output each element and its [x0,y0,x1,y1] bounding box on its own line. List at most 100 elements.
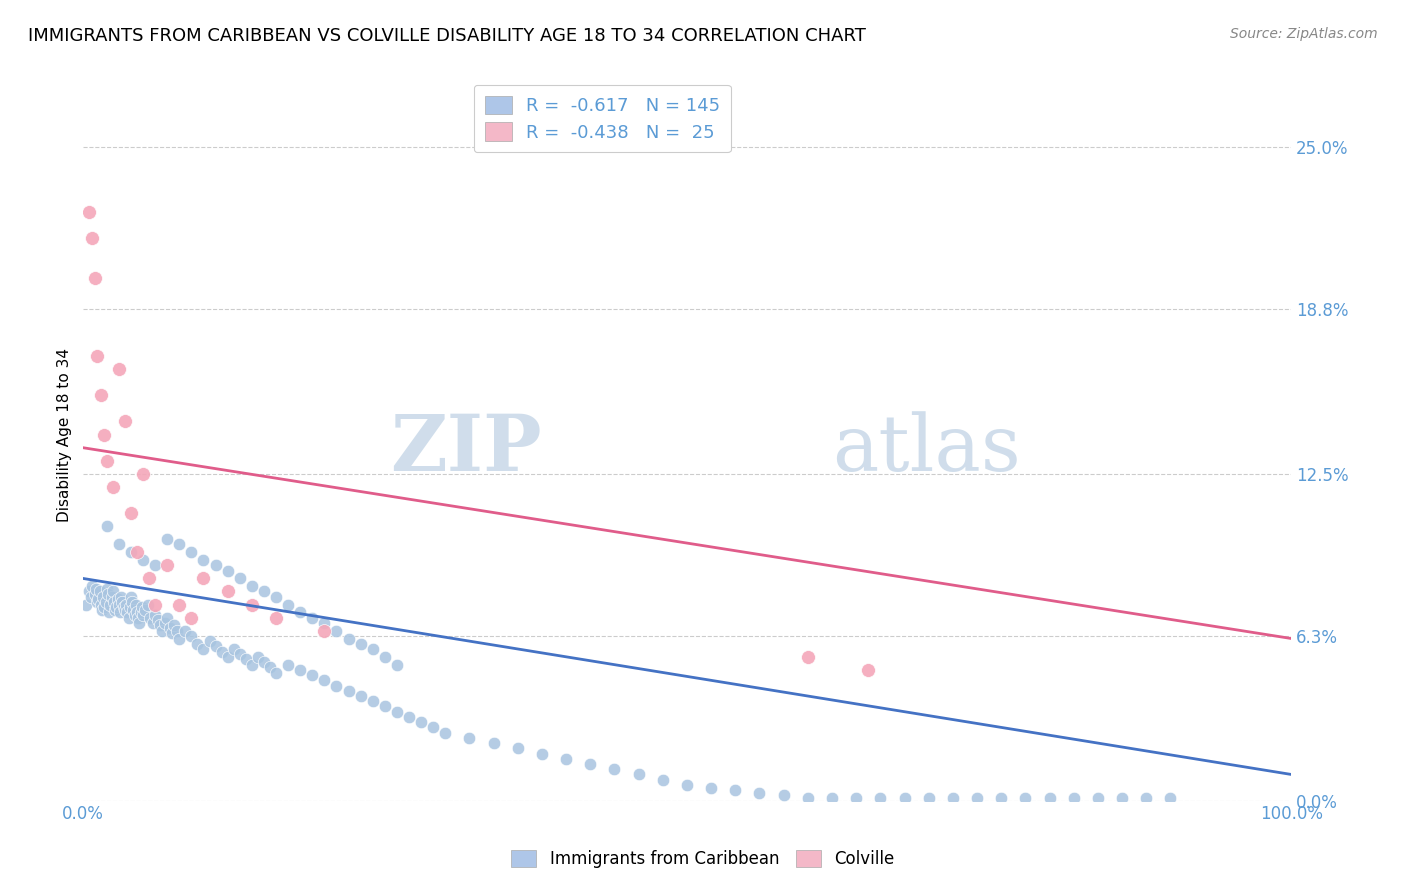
Point [103,595,125,609]
Point [301,610,323,624]
Point [374,649,396,664]
Point [180,610,202,624]
Point [180,629,202,643]
Point [96,453,118,467]
Point [398,710,420,724]
Point [156,558,179,573]
Point [143,598,166,612]
Point [264,590,287,604]
Point [772,789,794,803]
Point [108,598,131,612]
Point [129,606,152,620]
Point [166,624,188,638]
Point [180,545,202,559]
Point [93,600,115,615]
Point [821,791,844,805]
Point [75,598,97,612]
Point [107,592,129,607]
Point [676,778,699,792]
Point [845,791,868,805]
Text: IMMIGRANTS FROM CARIBBEAN VS COLVILLE DISABILITY AGE 18 TO 34 CORRELATION CHART: IMMIGRANTS FROM CARIBBEAN VS COLVILLE DI… [28,27,866,45]
Point [111,595,134,609]
Point [748,786,770,800]
Point [104,603,127,617]
Point [136,598,159,612]
Point [253,584,276,599]
Point [108,537,131,551]
Point [918,791,941,805]
Point [288,606,311,620]
Point [288,663,311,677]
Point [108,362,131,376]
Point [97,587,120,601]
Point [98,606,121,620]
Point [264,610,287,624]
Point [579,757,602,772]
Point [96,582,118,596]
Point [1111,791,1133,805]
Point [204,558,226,573]
Point [146,613,169,627]
Point [122,603,145,617]
Point [627,767,650,781]
Point [337,632,360,646]
Point [120,545,142,559]
Point [114,415,136,429]
Point [193,571,215,585]
Point [349,637,371,651]
Point [314,615,336,630]
Point [125,545,148,559]
Point [139,610,162,624]
Point [893,791,915,805]
Point [229,647,252,661]
Point [264,665,287,680]
Point [77,205,100,219]
Point [174,624,197,638]
Point [409,715,432,730]
Point [217,564,239,578]
Point [125,598,148,612]
Point [603,762,626,776]
Point [112,600,135,615]
Point [240,598,263,612]
Point [125,606,148,620]
Point [105,600,128,615]
Point [143,607,166,622]
Point [91,603,114,617]
Point [361,694,384,708]
Point [101,584,124,599]
Point [990,791,1012,805]
Point [120,590,142,604]
Point [858,663,880,677]
Point [797,791,820,805]
Point [1014,791,1036,805]
Point [422,720,444,734]
Point [869,791,891,805]
Point [301,668,323,682]
Point [235,652,257,666]
Point [96,519,118,533]
Point [277,598,299,612]
Point [83,587,105,601]
Legend: R =  -0.617   N = 145, R =  -0.438   N =  25: R = -0.617 N = 145, R = -0.438 N = 25 [474,85,731,153]
Point [82,579,104,593]
Point [91,590,114,604]
Point [156,610,179,624]
Point [90,598,112,612]
Point [83,270,105,285]
Point [124,607,146,622]
Point [87,592,110,607]
Point [193,553,215,567]
Point [314,624,336,638]
Point [797,649,820,664]
Point [222,642,245,657]
Point [150,624,173,638]
Point [149,618,172,632]
Point [458,731,481,745]
Point [114,603,136,617]
Point [121,595,143,609]
Point [169,537,191,551]
Point [186,637,208,651]
Point [131,600,153,615]
Point [100,590,122,604]
